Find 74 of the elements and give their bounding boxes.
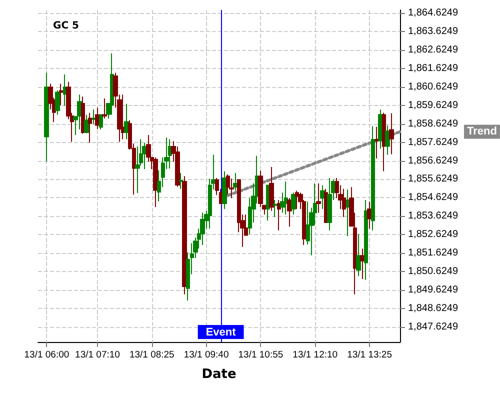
candlestick xyxy=(346,188,350,236)
candlestick xyxy=(182,176,187,295)
candlestick xyxy=(200,212,205,246)
y-tick-label: 1,850.6249 xyxy=(408,266,458,277)
x-tick-label: 13/1 07:10 xyxy=(75,350,120,360)
y-tick-label: 1,859.6249 xyxy=(408,100,458,111)
y-tick-label: 1,854.6249 xyxy=(408,192,458,204)
candlestick xyxy=(92,108,96,124)
candlestick xyxy=(316,182,321,214)
candlestick xyxy=(124,103,129,140)
candlestick xyxy=(342,188,346,218)
candlestick xyxy=(273,199,277,218)
y-tick-label: 1,858.6249 xyxy=(408,118,458,130)
candlestick xyxy=(277,199,281,231)
candlestick xyxy=(287,198,292,228)
candlestick xyxy=(44,72,49,162)
candlestick xyxy=(295,190,299,210)
candlestick xyxy=(291,192,296,216)
y-tick-label: 1,863.6249 xyxy=(408,26,458,38)
x-tick-label: 13/1 08:25 xyxy=(129,350,174,360)
candlestick xyxy=(375,126,379,159)
y-tick-label: 1,857.6249 xyxy=(408,136,458,148)
candlestick xyxy=(356,234,361,277)
y-tick-label: 1,862.6249 xyxy=(408,44,458,56)
candlestick xyxy=(226,174,230,195)
candlestick xyxy=(88,112,92,144)
candlestick xyxy=(229,178,234,199)
candlestick xyxy=(327,178,332,231)
candlestick xyxy=(168,138,172,169)
candlestick xyxy=(81,96,85,134)
candlestick xyxy=(269,166,274,212)
x-tick-label: 13/1 13:25 xyxy=(347,350,392,360)
candlestick xyxy=(222,170,227,210)
y-tick-label: 1,855.6249 xyxy=(408,174,458,185)
candlestick xyxy=(179,172,183,190)
y-tick-label: 1,851.6249 xyxy=(408,248,458,259)
candlestick xyxy=(84,114,89,134)
candlestick xyxy=(382,112,386,172)
text: Trend xyxy=(467,126,497,138)
candlestick xyxy=(360,248,365,280)
text: GC 5 xyxy=(53,20,80,32)
x-tick-label: 13/1 12:10 xyxy=(292,350,338,360)
x-axis-title: Date xyxy=(202,367,236,382)
x-tick-label: 13/1 09:40 xyxy=(184,350,229,360)
candlestick xyxy=(364,199,368,280)
y-tick-label: 1,856.6249 xyxy=(408,155,458,166)
y-tick-label: 1,861.6249 xyxy=(408,63,458,74)
y-tick-label: 1,864.6249 xyxy=(408,8,458,19)
candlestick xyxy=(110,52,114,116)
x-tick-label: 13/1 06:00 xyxy=(24,350,70,360)
ref-line-label: Event xyxy=(206,326,236,338)
candlestick xyxy=(63,74,67,106)
candlestick xyxy=(121,94,125,140)
x-tick-label: 13/1 10:55 xyxy=(238,350,284,360)
y-tick-label: 1,847.6249 xyxy=(408,321,458,332)
y-tick-label: 1,860.6249 xyxy=(408,82,458,93)
candlestick xyxy=(102,98,107,119)
candlestick xyxy=(55,90,60,116)
candlestick xyxy=(284,181,288,216)
y-tick-label: 1,852.6249 xyxy=(408,229,458,240)
candlestick xyxy=(320,184,325,210)
y-tick-label: 1,848.6249 xyxy=(408,302,458,314)
candlestick xyxy=(153,157,158,208)
candlestick xyxy=(233,172,238,192)
candlestick xyxy=(367,201,372,230)
candlestick xyxy=(371,126,375,231)
candlestick xyxy=(59,83,63,106)
candlestick xyxy=(99,114,103,130)
y-tick-label: 1,853.6249 xyxy=(408,210,458,222)
candlestick xyxy=(385,124,390,156)
candlestick xyxy=(389,112,394,155)
y-tick-label: 1,849.6249 xyxy=(408,284,458,296)
candlestick xyxy=(95,107,100,130)
candlestick xyxy=(142,142,147,170)
